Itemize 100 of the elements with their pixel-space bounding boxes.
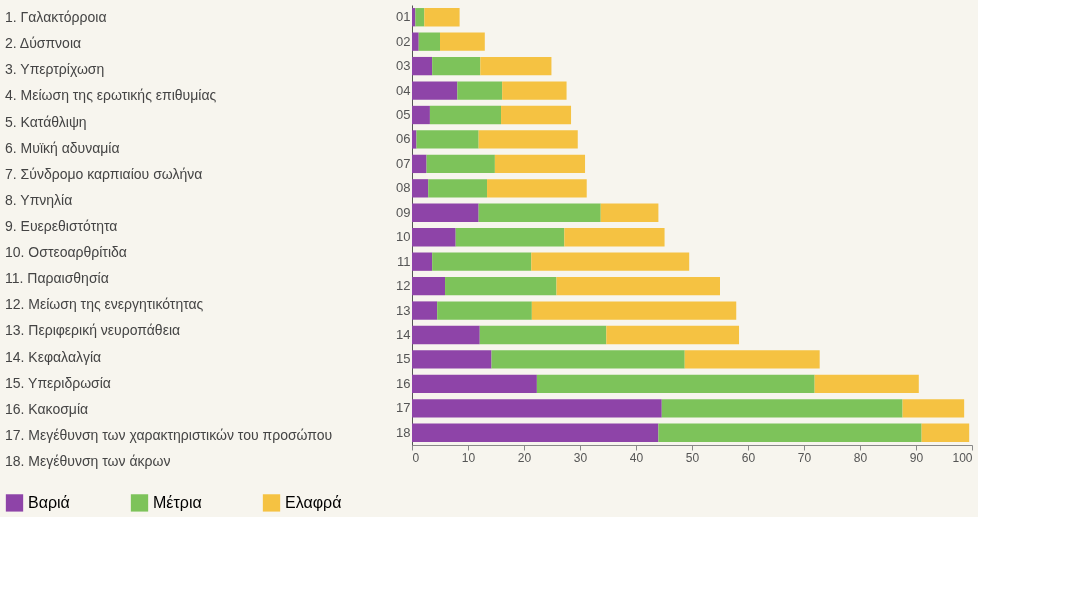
text: 8. Υπνηλία [5, 191, 73, 208]
bar [556, 276, 720, 296]
y-tick-label: 18 [396, 424, 411, 440]
bar [432, 56, 481, 76]
bar [412, 276, 446, 296]
bar [429, 105, 502, 125]
bar [661, 399, 903, 418]
text: 2. Δύσπνοια [5, 35, 82, 52]
y-tick-label: 01 [396, 9, 411, 25]
x-tick-label: 90 [909, 450, 924, 465]
x-tick-label: 60 [741, 450, 756, 465]
x-tick-label: 10 [461, 450, 476, 465]
text: 16. Κακοσμία [5, 400, 89, 417]
bar [412, 228, 456, 247]
bar [921, 423, 970, 442]
text: 14. Κεφαλαλγία [5, 348, 102, 365]
bar [412, 350, 492, 369]
bar [478, 203, 601, 222]
bar [902, 399, 965, 418]
bar [412, 32, 419, 51]
legend-label: Βαριά [28, 493, 70, 511]
text: 15. Υπεριδρωσία [5, 374, 111, 391]
bar [501, 105, 572, 125]
bar [531, 301, 737, 320]
x-tick-label: 100 [952, 450, 973, 465]
bar [415, 8, 425, 27]
bar [412, 423, 659, 442]
bar [445, 276, 557, 296]
x-tick-label: 70 [797, 450, 812, 465]
bar [564, 228, 665, 247]
text: 18. Μεγέθυνση των άκρων [5, 452, 171, 469]
y-tick-label: 05 [396, 107, 411, 122]
x-tick-label: 20 [517, 450, 532, 465]
bar [412, 374, 537, 394]
y-tick-label: 03 [396, 58, 411, 74]
legend-label: Ελαφρά [285, 493, 342, 511]
bar [416, 130, 479, 149]
bar [606, 325, 740, 345]
bar [412, 154, 427, 174]
bar [426, 154, 495, 174]
text: 3. Υπερτρίχωση [5, 61, 105, 78]
text: 13. Περιφερική νευροπάθεια [5, 322, 181, 339]
x-tick-label: 50 [685, 450, 700, 465]
bar [412, 325, 480, 345]
bar [412, 105, 430, 125]
bar [494, 154, 586, 174]
bar [412, 81, 458, 100]
y-tick-label: 14 [396, 327, 411, 342]
bar [418, 32, 440, 51]
x-tick-label: 40 [629, 450, 644, 465]
bar [531, 252, 690, 271]
y-tick-label: 04 [396, 82, 411, 98]
bar [684, 350, 820, 369]
bar [437, 301, 532, 320]
text: 10. Οστεοαρθρίτιδα [5, 244, 127, 261]
bar [412, 301, 438, 320]
bar [440, 32, 485, 51]
bar [487, 179, 587, 198]
bar [412, 399, 662, 418]
y-tick-label: 13 [396, 302, 411, 318]
y-tick-label: 06 [396, 131, 411, 147]
bar [491, 350, 685, 369]
y-tick-label: 02 [396, 33, 411, 49]
bar [814, 374, 919, 394]
bar [432, 252, 532, 271]
bar [478, 130, 578, 149]
y-tick-label: 15 [396, 351, 411, 367]
text: 6. Μυϊκή αδυναμία [5, 139, 120, 156]
y-tick-label: 10 [396, 229, 411, 245]
x-tick-label: 0 [412, 450, 420, 465]
x-tick-label: 30 [573, 450, 588, 465]
bar [412, 130, 417, 149]
text: 17. Μεγέθυνση των χαρακτηριστικών του προσώπου [5, 426, 333, 443]
text: 7. Σύνδρομο καρπιαίου σωλήνα [5, 165, 203, 182]
bar [455, 228, 565, 247]
bar [412, 56, 433, 76]
bar [412, 252, 433, 271]
y-tick-label: 08 [396, 180, 411, 196]
y-tick-label: 17 [396, 400, 411, 416]
text: 1. Γαλακτόρροια [5, 9, 107, 26]
text: 11. Παραισθησία [5, 270, 109, 287]
bar [658, 423, 922, 442]
legend-label: Μέτρια [153, 493, 202, 511]
y-tick-label: 12 [396, 278, 411, 294]
y-tick-label: 16 [396, 375, 411, 391]
y-tick-label: 11 [397, 253, 411, 269]
text: 9. Ευερεθιστότητα [5, 217, 118, 234]
bar [457, 81, 503, 100]
x-tick-label: 80 [853, 450, 868, 465]
bar [536, 374, 815, 394]
bar [428, 179, 488, 198]
bar [480, 56, 552, 76]
bar [600, 203, 659, 222]
bar [424, 8, 460, 27]
bar [412, 203, 479, 222]
text: 4. Μείωση της ερωτικής επιθυμίας [5, 87, 217, 104]
text: 12. Μείωση της ενεργητικότητας [5, 296, 204, 313]
text: 5. Κατάθλιψη [5, 113, 87, 130]
y-tick-label: 09 [396, 204, 411, 220]
bar [412, 179, 429, 198]
